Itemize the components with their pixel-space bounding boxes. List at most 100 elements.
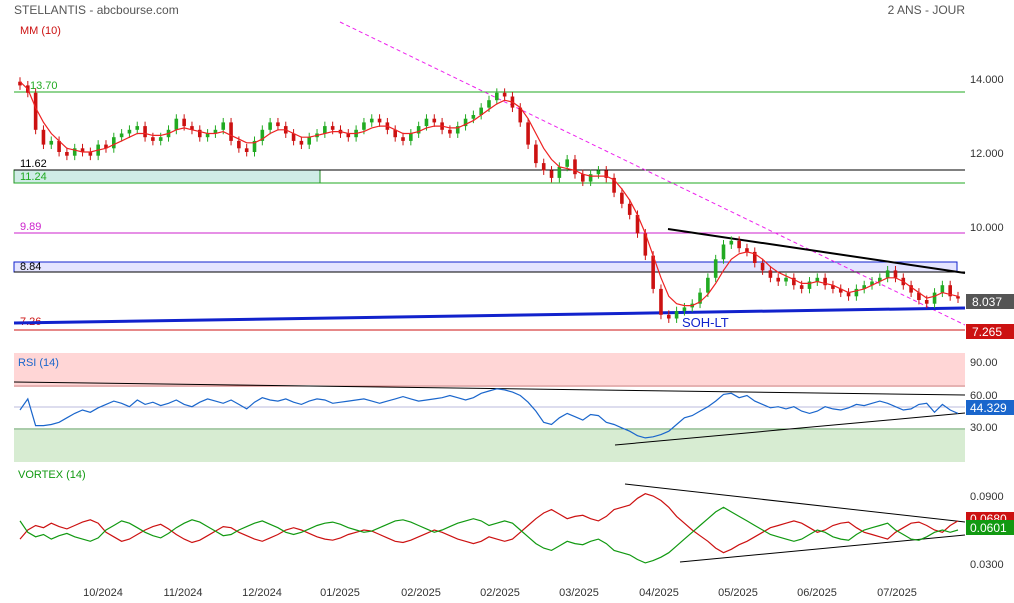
candle-body: [792, 277, 796, 286]
candle-body: [369, 118, 374, 123]
candle-body: [18, 81, 22, 86]
candle-body: [651, 255, 655, 289]
candle-body: [88, 152, 93, 156]
last-price-value: 8.037: [972, 295, 1002, 309]
candle-body: [471, 115, 476, 119]
candle-body: [416, 126, 421, 134]
candle-body: [799, 285, 804, 289]
period-label: 2 ANS - JOUR: [888, 3, 966, 17]
descending-trendline: [667, 228, 966, 274]
candle-body: [893, 270, 898, 278]
soh-lt-support-line: [13, 306, 966, 325]
x-axis: 10/2024 11/2024 12/2024 01/2025 02/2025 02/20…: [83, 587, 917, 599]
candle-body: [752, 251, 757, 263]
x-tick-label: 10/2024: [83, 587, 123, 599]
candle-body: [885, 270, 890, 278]
vortex-upper-trendline: [624, 483, 966, 523]
vortex-tick-0900: 0.0900: [970, 491, 1004, 503]
rsi-indicator-label: RSI (14): [18, 357, 59, 369]
candle-body: [143, 126, 147, 138]
candle-body: [854, 288, 859, 297]
candle-body: [526, 122, 530, 145]
rsi-value: 44.329: [970, 401, 1007, 415]
candle-body: [72, 148, 77, 156]
vortex-plus-line: [19, 506, 959, 564]
candle-body: [401, 137, 405, 141]
candle-body: [323, 126, 327, 134]
ma-indicator-label: MM (10): [20, 25, 61, 37]
candle-body: [213, 129, 218, 134]
level-9-89-label: 9.89: [20, 221, 41, 233]
candle-body: [104, 144, 108, 149]
rsi-line: [19, 388, 959, 439]
support-price-value: 7.265: [972, 325, 1002, 339]
candle-body: [557, 166, 562, 178]
rsi-overbought-zone: [14, 353, 965, 385]
rsi-oversold-zone: [14, 430, 965, 462]
candle-body: [190, 126, 194, 130]
last-price-box: [966, 294, 1014, 309]
candle-body: [49, 140, 54, 145]
candle-body: [823, 277, 827, 286]
price-tick-10: 10.000: [970, 222, 1004, 234]
band-11-24-box: [13, 169, 321, 184]
price-tick-14: 14.000: [970, 74, 1004, 86]
candle-body: [197, 129, 202, 138]
candle-body: [831, 285, 835, 289]
candle-body: [768, 270, 773, 278]
level-11-24-label: 11.24: [20, 171, 47, 183]
rsi-panel: RSI (14) 90.00 60.00 30.00 44.329: [13, 353, 1014, 462]
candle-body: [698, 292, 702, 304]
candle-body: [307, 137, 312, 145]
x-tick-label: 07/2025: [877, 587, 917, 599]
candle-body: [534, 144, 538, 164]
resistance-trendline-dashed: [339, 21, 966, 326]
candle-body: [502, 92, 507, 97]
candle-body: [495, 92, 499, 101]
candle-body: [604, 170, 609, 178]
candle-body: [541, 163, 546, 171]
x-tick-label: 12/2024: [242, 587, 282, 599]
candle-body: [33, 92, 38, 130]
candle-body: [760, 263, 765, 271]
candle-body: [112, 137, 116, 149]
candle-body: [659, 288, 663, 315]
candle-body: [487, 100, 491, 108]
candle-body: [706, 277, 710, 293]
candle-body: [627, 203, 632, 215]
candle-body: [917, 292, 921, 300]
candle-body: [448, 129, 452, 134]
candle-body: [205, 133, 210, 138]
candle-body: [330, 126, 335, 130]
candle-body: [291, 133, 296, 141]
vortex-tick-0300: 0.0300: [970, 559, 1004, 571]
candle-body: [229, 122, 233, 141]
candle-body: [377, 118, 382, 123]
candle-body: [940, 285, 945, 293]
candle-body: [119, 133, 124, 138]
x-tick-label: 03/2025: [559, 587, 599, 599]
candle-body: [729, 240, 734, 245]
vortex-indicator-label: VORTEX (14): [18, 469, 86, 481]
candle-body: [838, 288, 843, 293]
candle-body: [252, 140, 257, 152]
candle-body: [776, 277, 781, 282]
candle-body: [362, 122, 366, 130]
candle-body: [393, 129, 397, 138]
candle-body: [596, 170, 601, 175]
candle-body: [588, 174, 593, 182]
candle-body: [127, 129, 132, 134]
candle-body: [612, 177, 616, 193]
band-8-84-box: [13, 261, 958, 273]
vortex-plus-box: [966, 520, 1014, 535]
candle-body: [956, 296, 960, 299]
candle-body: [135, 126, 140, 130]
moving-average-line: [19, 81, 959, 307]
candle-body: [846, 292, 851, 297]
vortex-plus-value: 0.0601: [970, 521, 1007, 535]
candle-body: [932, 292, 937, 304]
candle-body: [721, 244, 726, 260]
candle-body: [151, 137, 155, 141]
rsi-tick-30: 30.00: [970, 422, 998, 434]
